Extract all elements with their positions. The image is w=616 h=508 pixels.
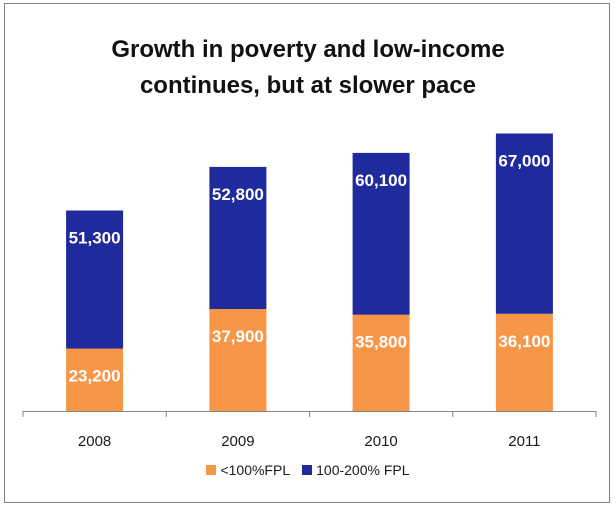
- data-label-below-100-fpl-2010: 35,800: [355, 333, 407, 352]
- data-label-100-200-fpl-2008: 51,300: [69, 229, 121, 248]
- chart-title-line-1: Growth in poverty and low-income: [111, 36, 505, 63]
- bar-100-200-fpl-2009: [209, 166, 267, 309]
- chart-legend: <100%FPL 100-200% FPL: [0, 462, 616, 478]
- bar-100-200-fpl-2011: [495, 133, 553, 314]
- bar-below-100-fpl-2008: [66, 348, 124, 411]
- data-label-100-200-fpl-2009: 52,800: [212, 185, 264, 204]
- bar-below-100-fpl-2010: [352, 314, 410, 411]
- x-tick-label-2010: 2010: [364, 433, 397, 450]
- legend-item-below-100-fpl: <100%FPL: [206, 462, 290, 478]
- data-label-100-200-fpl-2011: 67,000: [498, 152, 550, 171]
- x-tick-label-2009: 2009: [221, 433, 254, 450]
- chart-title-line-2: continues, but at slower pace: [139, 72, 477, 99]
- legend-swatch-below-100-fpl: [206, 465, 217, 475]
- legend-label-below-100-fpl: <100%FPL: [220, 462, 291, 478]
- data-label-below-100-fpl-2008: 23,200: [69, 367, 121, 386]
- legend-item-100-200-fpl: 100-200% FPL: [302, 462, 410, 478]
- chart-title: Growth in poverty and low-income continu…: [0, 32, 616, 104]
- x-tick-label-2011: 2011: [508, 433, 540, 450]
- bar-100-200-fpl-2010: [352, 152, 410, 315]
- legend-swatch-100-200-fpl: [302, 465, 313, 475]
- x-tick-label-2008: 2008: [78, 433, 111, 450]
- legend-label-100-200-fpl: 100-200% FPL: [316, 462, 410, 478]
- bar-below-100-fpl-2011: [495, 313, 553, 411]
- bar-below-100-fpl-2009: [209, 309, 267, 411]
- data-label-below-100-fpl-2011: 36,100: [498, 332, 550, 351]
- bar-100-200-fpl-2008: [66, 210, 124, 349]
- data-label-100-200-fpl-2010: 60,100: [355, 171, 407, 190]
- data-label-below-100-fpl-2009: 37,900: [212, 327, 264, 346]
